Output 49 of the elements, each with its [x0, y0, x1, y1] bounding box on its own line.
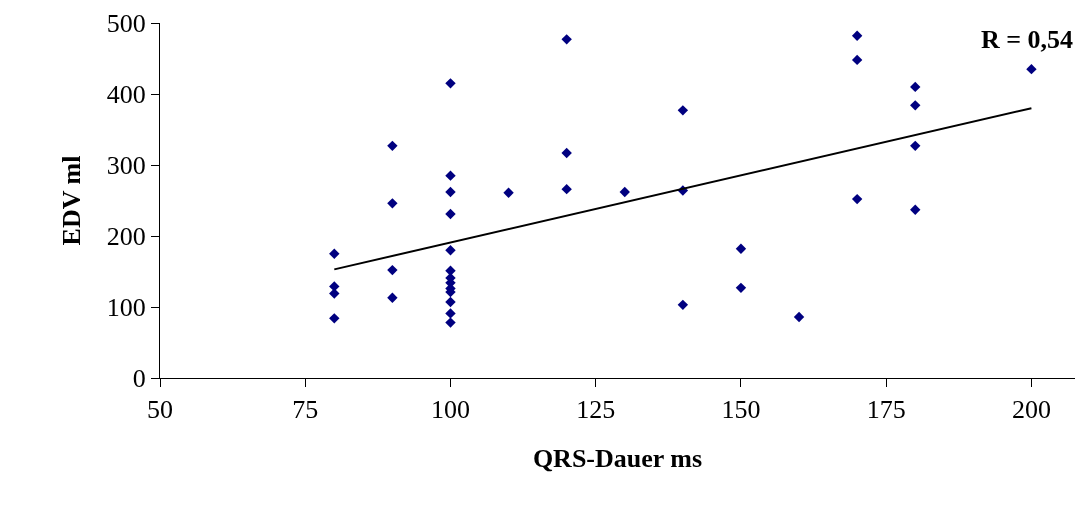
y-tick-label: 300 [106, 151, 146, 181]
x-tick-label: 175 [866, 395, 906, 425]
x-tick-label: 200 [1011, 395, 1051, 425]
point [329, 288, 340, 299]
point [445, 170, 456, 181]
y-tick-label: 500 [106, 9, 146, 39]
x-tick-label: 50 [147, 395, 173, 425]
y-tick-label: 100 [106, 293, 146, 323]
point [910, 100, 921, 111]
point [677, 299, 689, 311]
x-tick-label: 100 [430, 395, 470, 425]
point [735, 243, 747, 254]
x-axis-title: QRS-Dauer ms [532, 443, 703, 473]
point [910, 140, 921, 152]
point [851, 193, 863, 205]
point [387, 198, 398, 209]
point [445, 208, 456, 220]
point [445, 308, 456, 319]
point [387, 264, 398, 276]
point [329, 313, 340, 324]
point [329, 248, 340, 259]
point [387, 140, 398, 152]
x-tick-label: 75 [292, 395, 319, 425]
x-tick-label: 150 [721, 395, 761, 425]
y-tick-label: 400 [106, 80, 146, 110]
y-tick-label: 0 [132, 364, 146, 394]
point [910, 204, 921, 215]
point [851, 54, 863, 66]
point [851, 30, 863, 41]
point [561, 147, 572, 159]
point [387, 292, 398, 303]
x-tick-label: 125 [576, 395, 616, 425]
y-tick-label: 200 [106, 222, 146, 252]
point [445, 186, 456, 198]
point [735, 282, 747, 294]
point [677, 105, 689, 116]
point [503, 187, 514, 198]
point [445, 296, 456, 308]
point [445, 78, 456, 89]
point [910, 81, 921, 93]
y-axis-title: EDV ml [57, 155, 87, 246]
point [793, 311, 805, 323]
point [445, 317, 456, 328]
point [445, 245, 456, 256]
point [561, 34, 572, 45]
point [619, 186, 630, 198]
point [561, 183, 572, 195]
annotation: R = 0,54 [981, 25, 1074, 54]
point [1026, 63, 1037, 75]
